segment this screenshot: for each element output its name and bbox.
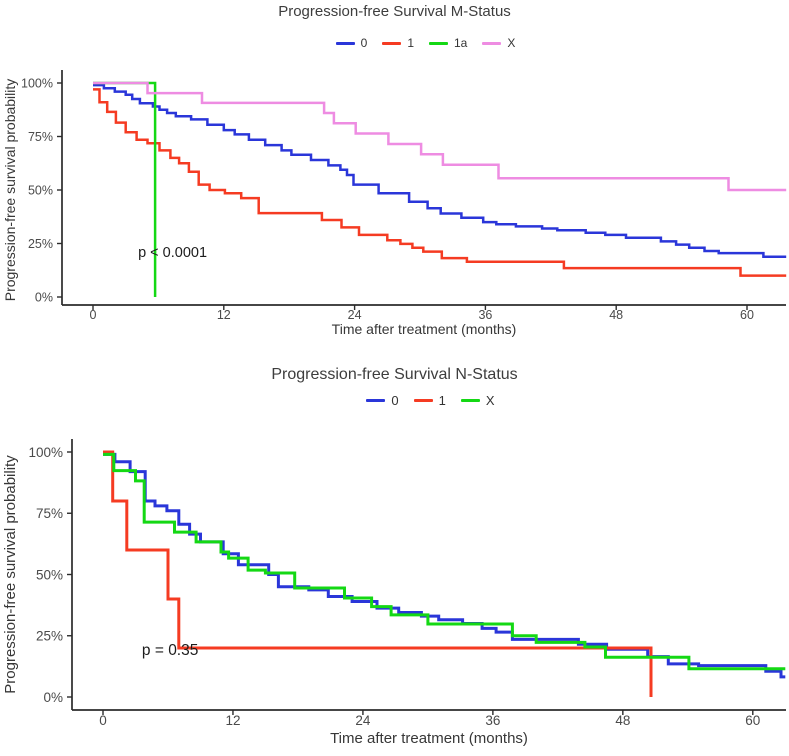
survival-curve-1 bbox=[103, 450, 653, 697]
x-axis-title: Time after treatment (months) bbox=[330, 730, 528, 747]
legend-swatch-1 bbox=[382, 41, 402, 45]
legend-swatch-0 bbox=[335, 41, 355, 45]
legend-n-status: 0 1 X bbox=[72, 393, 789, 408]
legend-item-1: 1 bbox=[413, 393, 446, 408]
y-tick-label: 0% bbox=[35, 291, 53, 305]
y-tick-label: 75% bbox=[36, 506, 63, 521]
x-tick-label: 12 bbox=[217, 308, 231, 322]
legend-swatch-1 bbox=[413, 399, 433, 402]
survival-curve-X bbox=[93, 81, 787, 192]
x-tick-label: 48 bbox=[615, 713, 630, 728]
x-tick-label: 24 bbox=[348, 308, 362, 322]
y-axis-title: Progression-free survival probability bbox=[2, 79, 18, 302]
legend-label-1a: 1a bbox=[454, 36, 468, 50]
y-tick-label: 25% bbox=[28, 237, 53, 251]
x-tick-label: 60 bbox=[740, 308, 754, 322]
x-tick-label: 0 bbox=[90, 308, 97, 322]
legend-item-0: 0 bbox=[366, 393, 399, 408]
y-tick-label: 100% bbox=[21, 77, 53, 91]
legend-m-status: 0 1 1a X bbox=[62, 36, 789, 50]
survival-curve-0 bbox=[103, 452, 786, 679]
survival-curve-0 bbox=[93, 83, 787, 259]
x-tick-label: 60 bbox=[745, 713, 760, 728]
x-tick-label: 0 bbox=[99, 713, 107, 728]
y-axis-title: Progression-free survival probability bbox=[2, 455, 19, 694]
legend-label-0: 0 bbox=[360, 36, 368, 50]
x-tick-label: 24 bbox=[355, 713, 371, 728]
x-axis-title: Time after treatment (months) bbox=[332, 321, 517, 337]
y-tick-label: 50% bbox=[28, 184, 53, 198]
legend-item-X: X bbox=[460, 393, 495, 408]
survival-curve-1a bbox=[93, 81, 157, 297]
legend-item-1a: 1a bbox=[429, 36, 467, 50]
y-tick-label: 25% bbox=[36, 629, 63, 644]
x-tick-label: 48 bbox=[609, 308, 623, 322]
x-tick-label: 36 bbox=[478, 308, 492, 322]
y-tick-label: 75% bbox=[28, 130, 53, 144]
survival-curve-1 bbox=[93, 88, 787, 277]
y-tick-label: 50% bbox=[36, 567, 63, 582]
legend-swatch-X bbox=[482, 41, 502, 45]
y-tick-label: 0% bbox=[43, 690, 63, 705]
legend-item-0: 0 bbox=[335, 36, 368, 50]
legend-label-1: 1 bbox=[438, 393, 446, 408]
legend-swatch-1a bbox=[429, 41, 448, 45]
legend-label-0: 0 bbox=[391, 393, 399, 408]
legend-label-X: X bbox=[507, 36, 516, 50]
legend-swatch-X bbox=[460, 399, 480, 402]
legend-swatch-0 bbox=[366, 399, 386, 402]
pvalue-annotation: p = 0.35 bbox=[142, 642, 198, 659]
chart-title-n-status: Progression-free Survival N-Status bbox=[271, 366, 518, 383]
y-tick-label: 100% bbox=[28, 445, 63, 460]
x-tick-label: 12 bbox=[225, 713, 240, 728]
x-tick-label: 36 bbox=[485, 713, 500, 728]
pvalue-annotation: p < 0.0001 bbox=[138, 245, 207, 261]
legend-label-X: X bbox=[485, 393, 495, 408]
legend-item-1: 1 bbox=[382, 36, 414, 50]
legend-item-X: X bbox=[482, 36, 515, 50]
survival-curve-X bbox=[103, 452, 786, 671]
legend-label-1: 1 bbox=[407, 36, 414, 50]
chart-title-m-status: Progression-free Survival M-Status bbox=[278, 3, 511, 20]
